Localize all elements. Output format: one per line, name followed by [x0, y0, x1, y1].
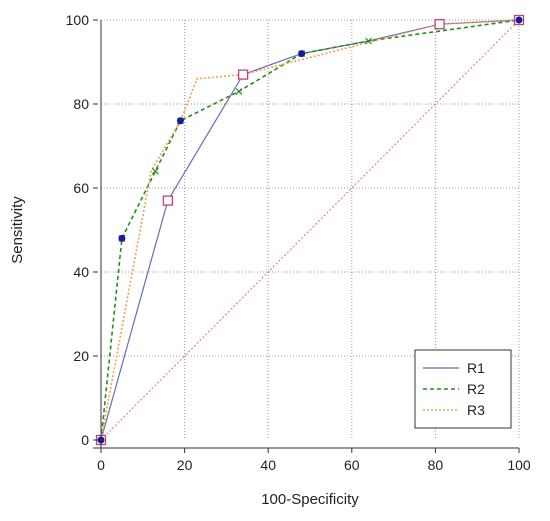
y-axis-title: Sensitivity: [9, 196, 26, 264]
x-tick-label: 40: [260, 457, 276, 473]
x-tick-label: 0: [97, 457, 105, 473]
reference-line-layer: [100, 19, 520, 441]
x-marker-stroke: [151, 167, 159, 175]
x-marker: [235, 87, 243, 95]
legend-label-r1: R1: [467, 360, 485, 376]
x-marker-stroke: [235, 87, 243, 95]
legend-label-r3: R3: [467, 402, 485, 418]
x-marker-stroke: [365, 37, 372, 45]
y-tick-label: 40: [73, 264, 89, 280]
x-tick-label: 80: [428, 457, 444, 473]
x-axis-title: 100-Specificity: [261, 491, 359, 508]
y-tick-label: 20: [73, 348, 89, 364]
series-line-r2: [100, 19, 520, 441]
x-tick-label: 20: [177, 457, 193, 473]
x-marker: [151, 167, 159, 175]
square-marker: [434, 19, 445, 30]
circle-marker: [118, 234, 126, 242]
square-marker: [237, 69, 249, 80]
marker-layer: [95, 14, 525, 446]
y-tick-label: 80: [73, 96, 89, 112]
x-tick-label: 60: [344, 457, 360, 473]
square-marker: [162, 195, 174, 206]
axis-layer: 0 20 40 60 80 100 0 20 40 60 80 100: [66, 12, 531, 473]
x-marker: [365, 37, 372, 45]
y-tick-label: 0: [81, 432, 89, 448]
x-tick-label: 100: [507, 457, 531, 473]
y-tick-label: 100: [66, 12, 90, 28]
circle-marker: [298, 50, 306, 58]
legend: R1 R2 R3: [414, 349, 512, 429]
legend-label-r2: R2: [467, 381, 485, 397]
grid-layer: [101, 19, 520, 440]
reference-line: [100, 19, 520, 441]
legend-box: [414, 349, 512, 429]
y-tick-label: 60: [73, 180, 89, 196]
circle-marker: [176, 117, 184, 125]
circle-marker: [515, 16, 523, 24]
